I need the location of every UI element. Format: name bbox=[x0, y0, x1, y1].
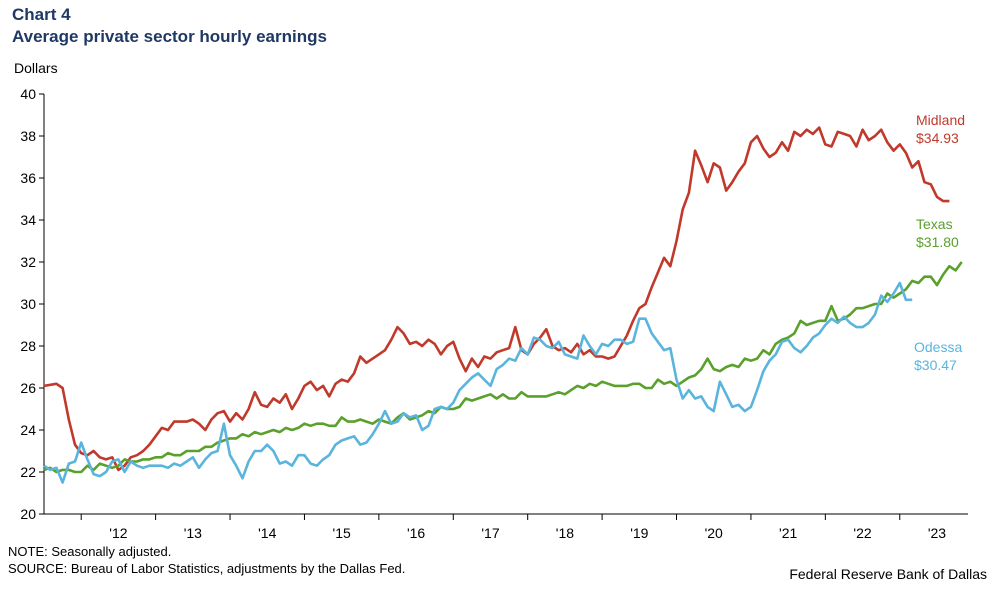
y-tick-label: 20 bbox=[20, 506, 36, 522]
chart-number: Chart 4 bbox=[12, 5, 71, 24]
plot-area: 20 22 24 26 28 30 32 34 36 38 40 '12 '13 '14 '15 '16 '17… bbox=[20, 86, 968, 541]
y-tick-label: 28 bbox=[20, 338, 36, 354]
y-tick-label: 32 bbox=[20, 254, 36, 270]
y-tick-label: 34 bbox=[20, 212, 36, 228]
chart-title: Average private sector hourly earnings bbox=[12, 27, 327, 46]
x-tick-label: '21 bbox=[779, 525, 797, 541]
series-line-texas bbox=[43, 261, 963, 474]
y-tick-label: 22 bbox=[20, 464, 36, 480]
x-tick-label: '16 bbox=[407, 525, 425, 541]
y-axis-label: Dollars bbox=[14, 60, 58, 76]
series-label-texas: Texas bbox=[916, 216, 953, 232]
y-tick-label: 36 bbox=[20, 170, 36, 186]
y-tick-label: 30 bbox=[20, 296, 36, 312]
footnote: NOTE: Seasonally adjusted. bbox=[8, 544, 172, 559]
x-tick-label: '14 bbox=[258, 525, 276, 541]
x-tick-label: '13 bbox=[184, 525, 202, 541]
series-value-midland: $34.93 bbox=[916, 130, 959, 146]
series-value-odessa: $30.47 bbox=[914, 357, 957, 373]
x-tick-label: '15 bbox=[333, 525, 351, 541]
x-tick-label: '22 bbox=[853, 525, 871, 541]
credit: Federal Reserve Bank of Dallas bbox=[789, 566, 987, 582]
series-line-midland bbox=[43, 126, 950, 472]
x-tick-label: '12 bbox=[109, 525, 127, 541]
x-tick-label: '17 bbox=[481, 525, 499, 541]
y-tick-label: 26 bbox=[20, 380, 36, 396]
source-note: SOURCE: Bureau of Labor Statistics, adju… bbox=[8, 561, 406, 576]
y-tick-label: 38 bbox=[20, 128, 36, 144]
x-tick-label: '18 bbox=[556, 525, 574, 541]
series-label-odessa: Odessa bbox=[914, 339, 962, 355]
y-tick-label: 40 bbox=[20, 86, 36, 102]
x-tick-label: '20 bbox=[705, 525, 723, 541]
x-tick-label: '23 bbox=[928, 525, 946, 541]
series-line-odessa bbox=[43, 281, 913, 484]
series-value-texas: $31.80 bbox=[916, 234, 959, 250]
x-tick-label: '19 bbox=[630, 525, 648, 541]
y-tick-label: 24 bbox=[20, 422, 36, 438]
series-label-midland: Midland bbox=[916, 112, 965, 128]
